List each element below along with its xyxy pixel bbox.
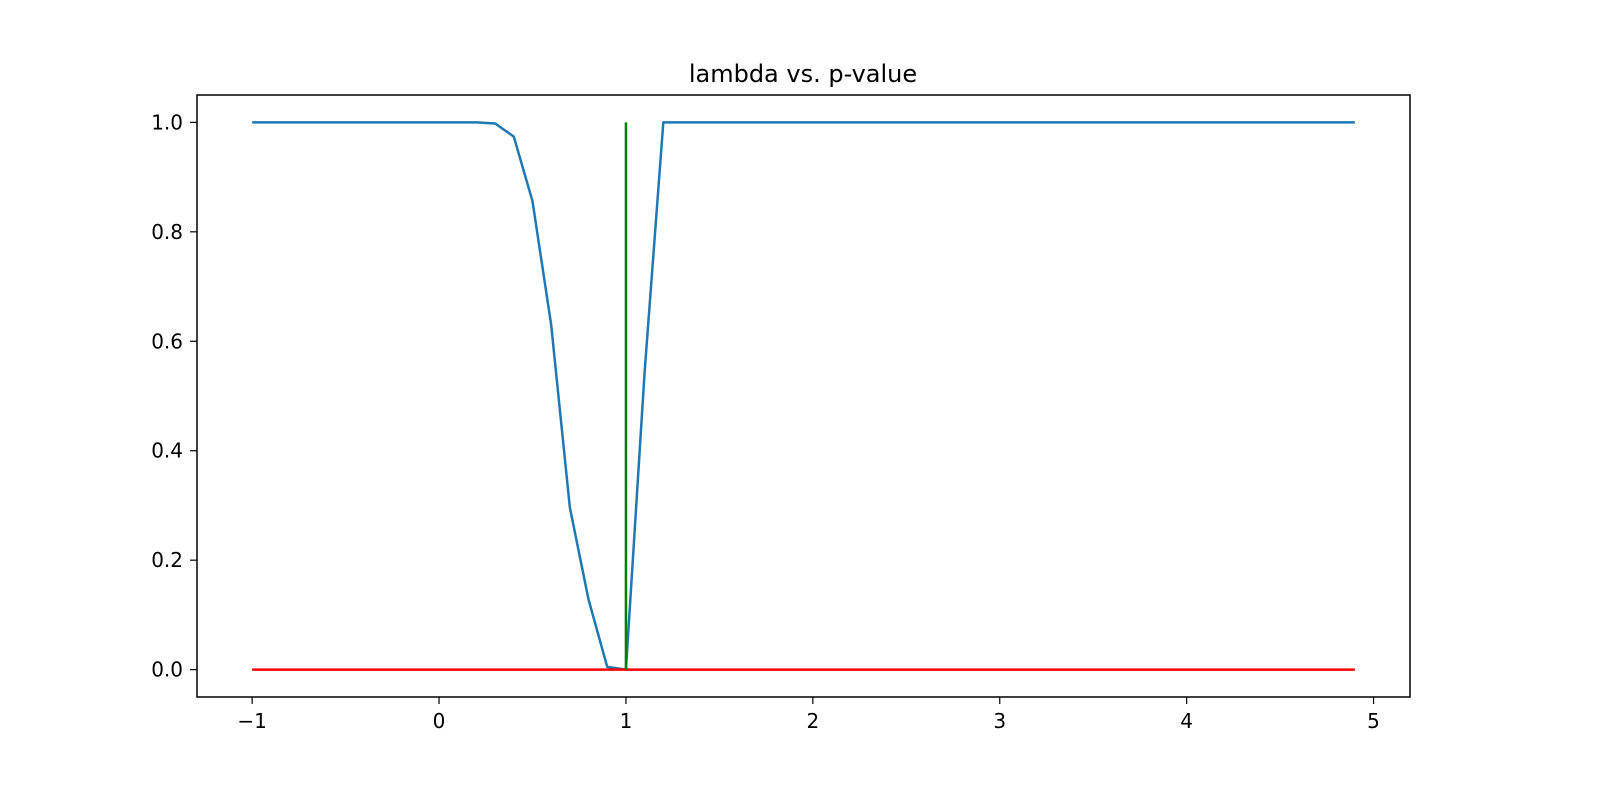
x-tick-label: 2 xyxy=(806,709,819,733)
y-tick-label: 0.2 xyxy=(151,548,183,572)
y-tick-label: 0.0 xyxy=(151,658,183,682)
chart-title: lambda vs. p-value xyxy=(689,60,917,88)
x-tick-label: −1 xyxy=(237,709,266,733)
x-tick-label: 3 xyxy=(993,709,1006,733)
axes-frame xyxy=(196,94,1411,698)
series-line-0 xyxy=(252,121,1355,671)
y-tick-label: 0.6 xyxy=(151,329,183,353)
x-tick-label: 5 xyxy=(1367,709,1380,733)
y-tick-label: 0.4 xyxy=(151,439,183,463)
x-tick-label: 1 xyxy=(620,709,633,733)
x-tick-label: 4 xyxy=(1180,709,1193,733)
plot-area: −1 0 1 2 3 4 5 0.0 0.2 0.4 0.6 0.8 1.0 xyxy=(151,94,1411,733)
x-tick-label: 0 xyxy=(433,709,446,733)
y-tick-label: 0.8 xyxy=(151,220,183,244)
y-tick-label: 1.0 xyxy=(151,110,183,134)
